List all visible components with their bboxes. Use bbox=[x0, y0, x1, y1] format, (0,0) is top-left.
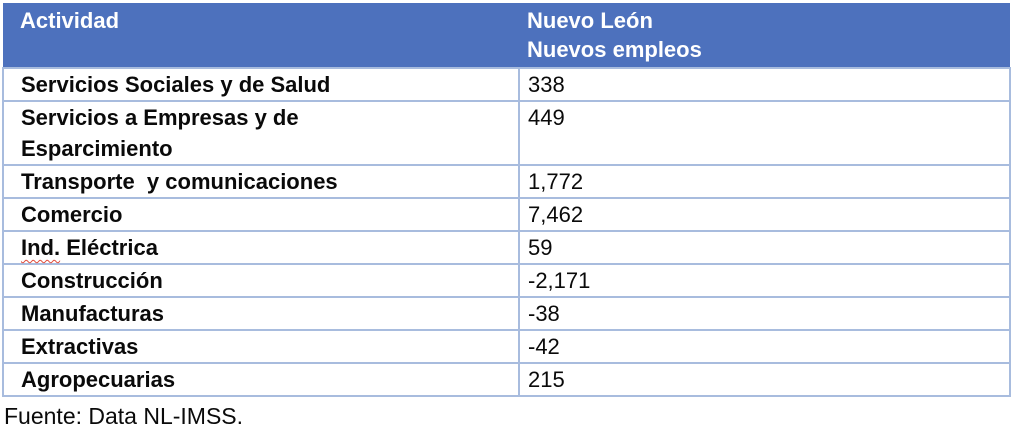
value-cell: 7,462 bbox=[518, 197, 1011, 232]
table-row: Manufacturas -38 bbox=[2, 296, 1011, 331]
value-cell: -2,171 bbox=[518, 263, 1011, 298]
activity-cell: Manufacturas bbox=[2, 296, 520, 331]
spellcheck-underline: Ind. bbox=[21, 235, 61, 260]
activity-cell: Ind. Eléctrica bbox=[2, 230, 520, 265]
table-row: Extractivas -42 bbox=[2, 329, 1011, 364]
activity-cell: Construcción bbox=[2, 263, 520, 298]
employment-table: Actividad Nuevo León Nuevos empleos Serv… bbox=[2, 3, 1011, 397]
table-row: Servicios Sociales y de Salud 338 bbox=[2, 67, 1011, 102]
activity-cell: Servicios Sociales y de Salud bbox=[2, 67, 520, 102]
value-cell: 1,772 bbox=[518, 164, 1011, 199]
activity-cell: Transporte y comunicaciones bbox=[2, 164, 520, 199]
header-row: Actividad Nuevo León Nuevos empleos bbox=[3, 3, 1010, 68]
table-body: Servicios Sociales y de Salud 338 Servicio… bbox=[2, 67, 1011, 397]
value-cell: -42 bbox=[518, 329, 1011, 364]
header-cell-actividad: Actividad bbox=[3, 3, 519, 68]
table-row: Transporte y comunicaciones 1,772 bbox=[2, 164, 1011, 199]
activity-cell: Comercio bbox=[2, 197, 520, 232]
value-cell: 59 bbox=[518, 230, 1011, 265]
table-row: Ind. Eléctrica 59 bbox=[2, 230, 1011, 265]
value-cell: 338 bbox=[518, 67, 1011, 102]
header-cell-nuevo-leon: Nuevo León Nuevos empleos bbox=[519, 3, 1010, 68]
activity-cell: Extractivas bbox=[2, 329, 520, 364]
value-cell: 449 bbox=[518, 100, 1011, 166]
table-row: Agropecuarias 215 bbox=[2, 362, 1011, 397]
table-row: Servicios a Empresas y de Esparcimiento 4… bbox=[2, 100, 1011, 166]
value-cell: -38 bbox=[518, 296, 1011, 331]
activity-cell: Servicios a Empresas y de Esparcimiento bbox=[2, 100, 520, 166]
table-row: Construcción -2,171 bbox=[2, 263, 1011, 298]
source-note: Fuente: Data NL-IMSS. bbox=[4, 403, 244, 429]
table-row: Comercio 7,462 bbox=[2, 197, 1011, 232]
header-line-region: Nuevo León bbox=[527, 8, 653, 33]
value-cell: 215 bbox=[518, 362, 1011, 397]
header-line-metric: Nuevos empleos bbox=[527, 37, 702, 62]
activity-cell: Agropecuarias bbox=[2, 362, 520, 397]
